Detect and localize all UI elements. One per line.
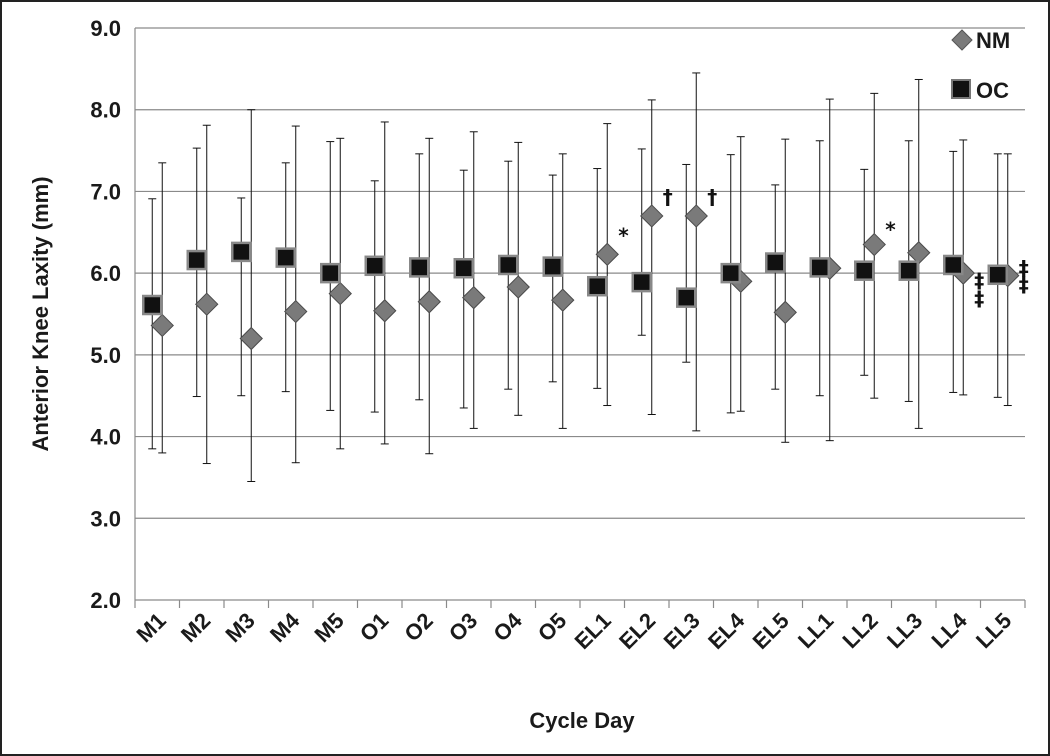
x-tick-label-o1: O1 — [355, 608, 393, 646]
data-point-oc — [231, 241, 252, 263]
data-point-oc — [542, 256, 563, 277]
data-point-oc — [631, 271, 652, 293]
significance-marker: ‡ — [1019, 272, 1029, 296]
x-tick-label-ll3: LL3 — [882, 608, 927, 653]
x-tick-label-el1: EL1 — [570, 608, 616, 654]
data-point-nm — [907, 241, 931, 265]
data-point-oc — [676, 287, 697, 308]
data-point-oc — [809, 257, 830, 278]
significance-marker: * — [885, 218, 896, 242]
data-point-oc — [275, 247, 296, 268]
x-tick-label-o2: O2 — [399, 608, 437, 646]
x-tick-label-m5: M5 — [309, 608, 348, 647]
x-tick-label-el2: EL2 — [614, 608, 660, 654]
data-point-oc — [898, 260, 919, 281]
data-point-nm — [195, 292, 219, 316]
data-point-nm — [417, 290, 441, 314]
error-bars — [148, 72, 1012, 483]
x-tick-label-o4: O4 — [488, 607, 527, 646]
data-point-oc — [453, 257, 474, 279]
significance-marker: † — [663, 185, 673, 209]
y-tick-label: 3.0 — [90, 506, 121, 531]
data-point-oc — [186, 249, 207, 271]
data-point-nm — [551, 288, 575, 312]
data-point-nm — [684, 204, 708, 228]
data-point-oc — [720, 262, 741, 284]
data-point-oc — [498, 254, 519, 276]
y-axis-title: Anterior Knee Laxity (mm) — [28, 176, 53, 451]
y-tick-label: 8.0 — [90, 98, 121, 123]
data-point-nm — [773, 300, 797, 325]
y-tick-labels: 2.0 3.0 4.0 5.0 6.0 7.0 8.0 9.0 — [90, 16, 121, 613]
y-tick-label: 7.0 — [90, 179, 121, 204]
data-point-nm — [462, 285, 486, 310]
x-tick-label-m3: M3 — [220, 608, 259, 647]
data-point-nm — [284, 299, 308, 324]
data-point-oc — [409, 257, 430, 278]
legend-label-oc: OC — [976, 78, 1009, 103]
data-point-oc — [943, 254, 964, 276]
significance-annotations: *† †*‡‡‡‡ — [618, 185, 1029, 310]
data-point-nm — [506, 275, 530, 299]
x-tick-label-o5: O5 — [533, 608, 571, 646]
data-point-nm — [640, 204, 664, 228]
x-tick-label-ll2: LL2 — [837, 608, 882, 653]
x-tick-label-el4: EL4 — [703, 607, 750, 654]
legend-marker-nm — [951, 29, 973, 51]
x-tick-label-m4: M4 — [265, 607, 305, 647]
legend-item-oc: OC — [951, 78, 1009, 103]
x-tick-label-el5: EL5 — [748, 608, 794, 654]
significance-marker: * — [618, 223, 629, 247]
x-tick-label-ll1: LL1 — [793, 608, 838, 653]
significance-marker: ‡ — [1019, 256, 1029, 280]
significance-marker: † — [707, 185, 717, 209]
significance-marker: ‡ — [974, 268, 984, 292]
data-point-oc — [142, 294, 163, 316]
data-points — [142, 204, 1020, 351]
data-point-nm — [150, 313, 174, 338]
x-tick-label-o3: O3 — [444, 608, 482, 646]
data-point-nm — [239, 326, 263, 351]
x-tick-label-ll4: LL4 — [926, 607, 972, 653]
y-tick-label: 9.0 — [90, 16, 121, 41]
x-tick-label-m2: M2 — [176, 608, 215, 647]
x-tick-label-ll5: LL5 — [971, 608, 1016, 653]
data-point-oc — [320, 262, 341, 284]
data-point-oc — [364, 255, 385, 277]
legend: NM OC — [951, 28, 1010, 103]
y-tick-label: 4.0 — [90, 425, 121, 450]
y-tick-label: 2.0 — [90, 588, 121, 613]
legend-label-nm: NM — [976, 28, 1010, 53]
legend-item-nm: NM — [951, 28, 1010, 53]
significance-marker: ‡ — [974, 286, 984, 310]
data-point-nm — [862, 232, 886, 257]
data-point-oc — [587, 275, 608, 297]
legend-marker-oc — [951, 79, 971, 99]
x-axis-title: Cycle Day — [529, 708, 635, 733]
data-point-nm — [328, 281, 352, 306]
y-tick-label: 6.0 — [90, 261, 121, 286]
x-tick-label-m1: M1 — [131, 608, 170, 647]
data-point-oc — [987, 264, 1008, 286]
data-point-oc — [765, 252, 786, 273]
y-tick-label: 5.0 — [90, 343, 121, 368]
grid-layer — [134, 27, 1026, 608]
data-point-oc — [854, 260, 875, 281]
x-tick-label-el3: EL3 — [659, 608, 705, 654]
data-point-nm — [595, 242, 619, 267]
data-point-nm — [373, 299, 397, 323]
